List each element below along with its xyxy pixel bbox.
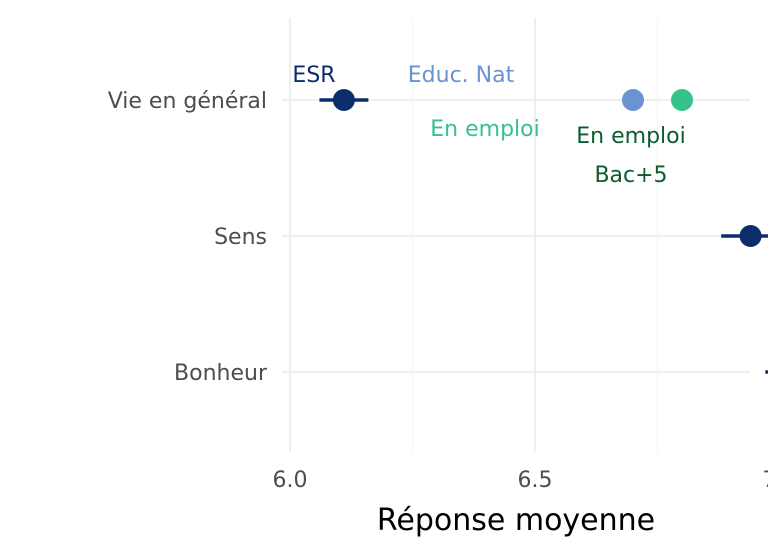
x-tick-label: 7.0: [763, 468, 768, 493]
data-point: [671, 89, 693, 111]
y-tick-labels: Vie en général Sens Bonheur: [108, 89, 268, 386]
annotation-label: En emploi: [430, 117, 539, 142]
y-tick-label: Vie en général: [108, 89, 267, 114]
annotations: ESR Educ. Nat En emploi En emploi Bac+5: [292, 63, 685, 188]
data-point: [332, 89, 355, 111]
data-point: [739, 225, 762, 247]
x-tick-labels: 6.06.57.07.5: [273, 468, 768, 493]
y-tick-label: Sens: [214, 225, 267, 250]
y-tick-label: Bonheur: [174, 361, 268, 386]
data-points: [332, 89, 762, 247]
data-point: [622, 89, 644, 111]
grid: [282, 18, 750, 452]
x-tick-label: 6.5: [518, 468, 553, 493]
x-tick-label: 6.0: [273, 468, 308, 493]
x-axis-title: Réponse moyenne: [377, 503, 655, 538]
annotation-label: Bac+5: [594, 163, 667, 188]
annotation-label: En emploi: [576, 124, 685, 149]
annotation-label: ESR: [292, 63, 335, 88]
annotation-label: Educ. Nat: [408, 63, 515, 88]
